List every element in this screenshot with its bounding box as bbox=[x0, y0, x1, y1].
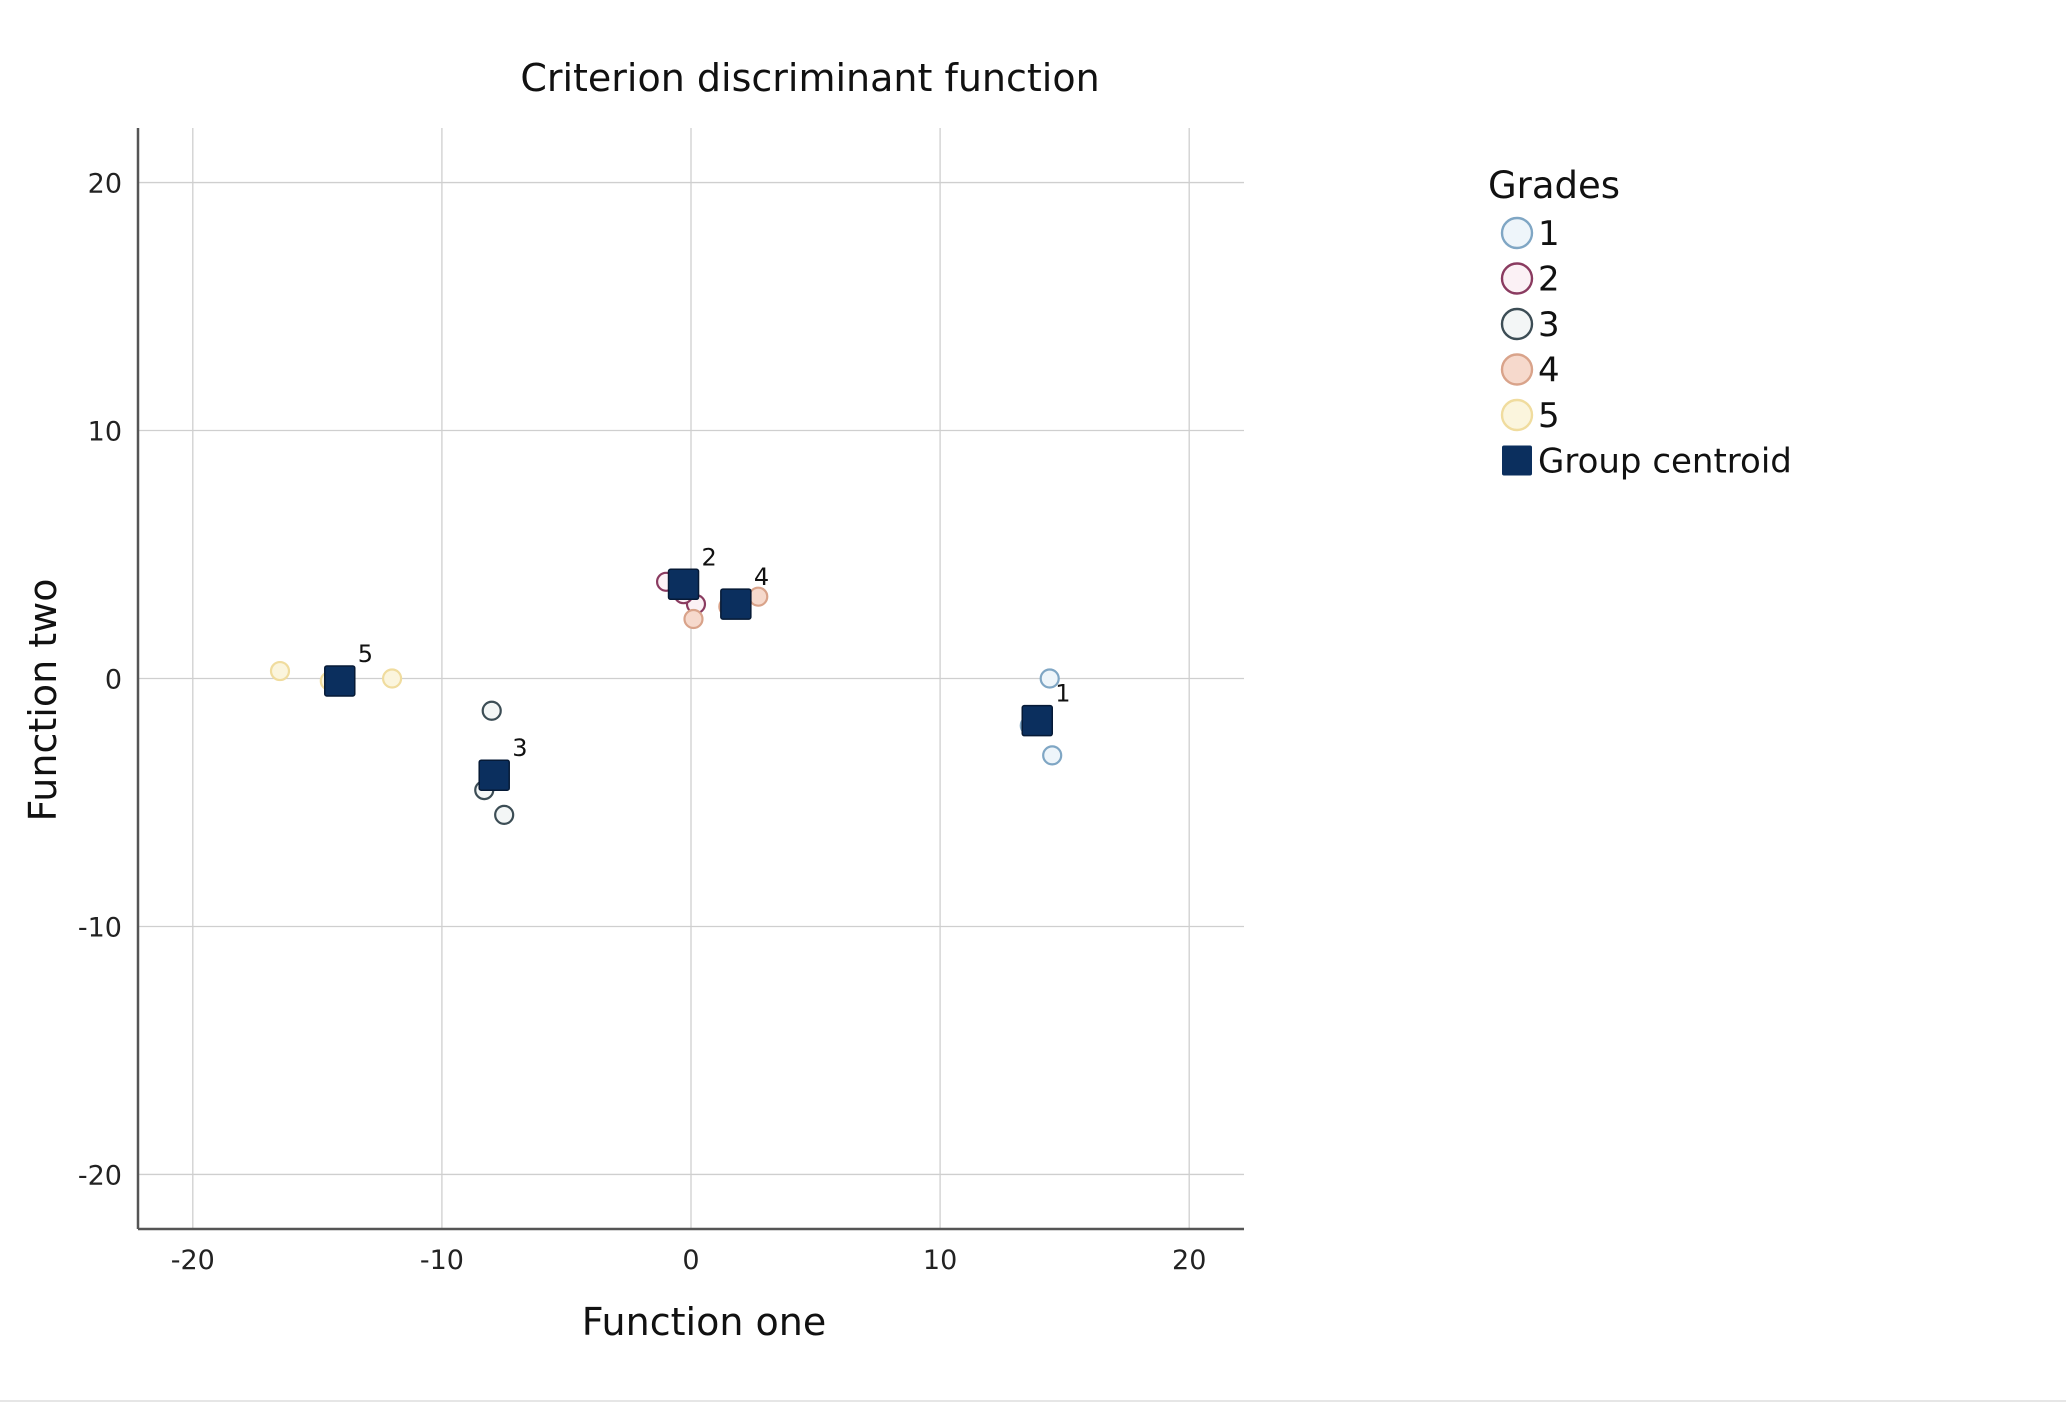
grade-3-point bbox=[494, 804, 515, 825]
centroid-label: 2 bbox=[702, 543, 717, 571]
legend-items: 1 2 3 4 5 Group centroid bbox=[1500, 214, 1792, 482]
legend-marker-centroid bbox=[1502, 445, 1532, 476]
legend-label-grade-4: 4 bbox=[1538, 351, 1560, 391]
legend-marker-grade-4 bbox=[1500, 353, 1534, 386]
centroid-marker bbox=[478, 759, 510, 791]
centroid-layer: 5 3 2 4 1 bbox=[324, 543, 1071, 791]
centroid-label: 1 bbox=[1055, 680, 1070, 708]
y-tick-label: 20 bbox=[88, 169, 122, 200]
y-tick-label: -20 bbox=[78, 1160, 122, 1191]
grade-4-point bbox=[683, 608, 704, 630]
centroid-marker bbox=[1021, 704, 1053, 737]
legend-label-centroid: Group centroid bbox=[1538, 442, 1792, 482]
grade-1-point bbox=[1042, 745, 1063, 766]
axis-layer: -20 -10 0 10 20 -20 -10 0 10 20 bbox=[78, 128, 1244, 1276]
y-tick-label: -10 bbox=[78, 912, 122, 943]
legend-marker-grade-1 bbox=[1500, 216, 1534, 250]
legend-label-grade-1: 1 bbox=[1538, 214, 1560, 254]
centroid-marker bbox=[667, 568, 700, 601]
centroid-label: 3 bbox=[512, 734, 527, 762]
y-tick-label: 0 bbox=[105, 665, 122, 696]
centroid-marker bbox=[324, 665, 356, 697]
legend-title: Grades bbox=[1488, 164, 1620, 207]
grade-5-point bbox=[269, 660, 291, 682]
legend: Grades 1 2 3 4 5 Group centroid bbox=[1488, 164, 1792, 482]
centroid-marker bbox=[720, 588, 752, 620]
grade-3-point bbox=[481, 700, 502, 721]
legend-label-grade-5: 5 bbox=[1538, 396, 1560, 436]
y-axis-title: Function two bbox=[21, 579, 65, 822]
grid-layer bbox=[138, 128, 1244, 1229]
x-tick-label: -20 bbox=[171, 1245, 215, 1276]
legend-marker-grade-5 bbox=[1500, 398, 1534, 432]
point-layer bbox=[269, 571, 1063, 825]
centroid-label: 4 bbox=[754, 563, 769, 591]
x-tick-label: 10 bbox=[923, 1245, 957, 1276]
y-tick-label: 10 bbox=[88, 417, 122, 448]
grade-1-point bbox=[1039, 668, 1060, 689]
legend-marker-grade-2 bbox=[1500, 262, 1534, 295]
x-tick-label: 20 bbox=[1172, 1245, 1206, 1276]
centroid-label: 5 bbox=[358, 640, 373, 668]
legend-marker-grade-3 bbox=[1500, 307, 1534, 341]
chart-title: Criterion discriminant function bbox=[520, 56, 1099, 100]
legend-label-grade-3: 3 bbox=[1538, 305, 1560, 345]
legend-label-grade-2: 2 bbox=[1538, 260, 1560, 300]
grade-5-point bbox=[381, 668, 403, 689]
x-axis-title: Function one bbox=[582, 1300, 826, 1344]
bottom-divider bbox=[0, 1400, 2066, 1402]
x-tick-label: -10 bbox=[420, 1245, 464, 1276]
x-tick-label: 0 bbox=[682, 1245, 699, 1276]
